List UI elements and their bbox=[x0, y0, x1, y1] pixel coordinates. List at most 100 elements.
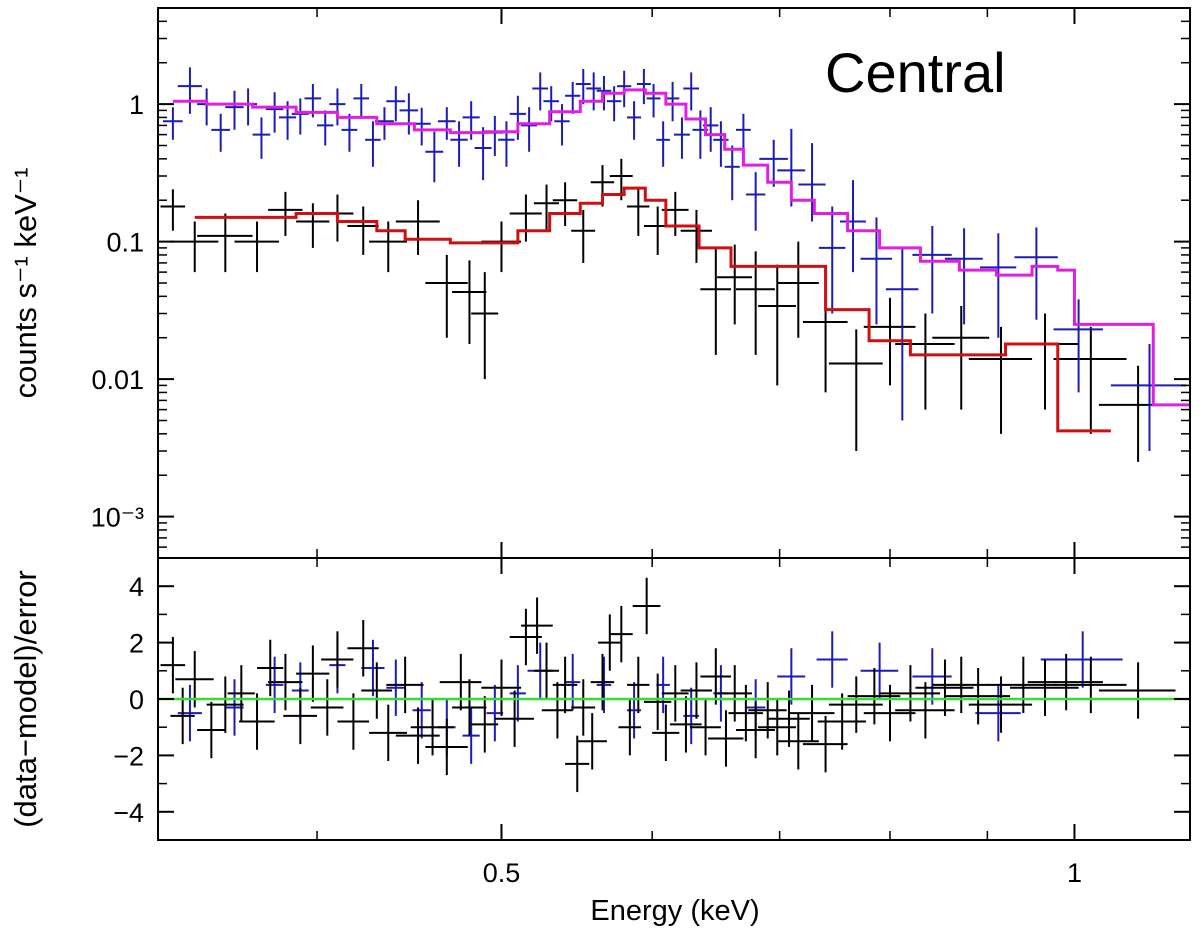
data-point bbox=[296, 645, 330, 702]
y-tick-label: 1 bbox=[129, 90, 144, 120]
data-point bbox=[329, 88, 346, 126]
data-point bbox=[450, 121, 468, 167]
data-point bbox=[509, 95, 526, 140]
data-point bbox=[177, 684, 202, 742]
data-point bbox=[689, 699, 721, 756]
data-point bbox=[632, 577, 661, 635]
data-point bbox=[609, 605, 633, 663]
data-point bbox=[481, 659, 522, 716]
data-point bbox=[683, 72, 700, 111]
spectrum-x-ticks bbox=[316, 8, 1076, 558]
data-point bbox=[860, 642, 899, 699]
data-point bbox=[239, 693, 275, 750]
data-point bbox=[160, 189, 186, 231]
data-point bbox=[265, 92, 284, 133]
data-point bbox=[197, 213, 253, 273]
data-point bbox=[828, 329, 883, 452]
data-point bbox=[361, 662, 393, 719]
y-tick-label: 0 bbox=[129, 685, 144, 715]
data-point bbox=[618, 699, 642, 756]
y-tick-label: 2 bbox=[129, 629, 144, 659]
data-point bbox=[646, 84, 661, 118]
data-point bbox=[932, 656, 990, 714]
model-curve bbox=[172, 88, 1189, 407]
data-point bbox=[225, 90, 244, 130]
y-tick-label: −4 bbox=[113, 798, 144, 828]
data-point bbox=[789, 684, 835, 742]
data-point bbox=[777, 241, 819, 338]
data-point bbox=[206, 676, 244, 733]
data-point bbox=[197, 88, 217, 126]
y-tick-label: 10⁻³ bbox=[91, 503, 144, 533]
data-point bbox=[1053, 656, 1127, 714]
data-point bbox=[474, 127, 492, 181]
data-point bbox=[652, 704, 680, 762]
x-tick-label: 1 bbox=[1067, 858, 1082, 888]
residual-panel: 420−2−4 0.5 1 (data−model)/error Energy (… bbox=[8, 557, 1191, 927]
data-point bbox=[425, 254, 468, 338]
data-point bbox=[680, 662, 712, 719]
x-tick-label: 0.5 bbox=[483, 858, 521, 888]
data-point bbox=[252, 117, 271, 159]
data-point bbox=[543, 86, 559, 122]
data-point bbox=[860, 217, 893, 325]
data-point bbox=[347, 620, 379, 677]
data-point bbox=[452, 260, 487, 345]
data-point bbox=[268, 191, 303, 236]
data-point bbox=[541, 682, 573, 739]
data-point bbox=[979, 233, 1017, 338]
data-point bbox=[915, 659, 974, 716]
data-point bbox=[310, 679, 344, 736]
data-point bbox=[932, 306, 990, 410]
data-point bbox=[724, 145, 740, 201]
data-point bbox=[1098, 365, 1176, 462]
data-point bbox=[565, 653, 581, 711]
data-point bbox=[1053, 326, 1127, 434]
y-tick-label: 0.1 bbox=[106, 228, 144, 258]
data-point bbox=[575, 69, 591, 105]
data-point bbox=[669, 696, 702, 753]
data-point bbox=[317, 110, 334, 146]
residual-y-ticks: 4 2 0 −2 −4 bbox=[113, 557, 1190, 841]
data-point bbox=[439, 653, 482, 711]
data-point bbox=[227, 665, 255, 722]
data-point bbox=[975, 684, 1021, 742]
data-point bbox=[1110, 344, 1187, 452]
data-point bbox=[839, 180, 866, 273]
data-point bbox=[571, 679, 596, 736]
data-point bbox=[170, 221, 219, 273]
data-point bbox=[1098, 662, 1176, 719]
data-point bbox=[1014, 227, 1058, 320]
data-point bbox=[386, 86, 406, 122]
data-point bbox=[365, 121, 381, 167]
data-point bbox=[412, 682, 431, 739]
data-point bbox=[481, 221, 522, 273]
data-point bbox=[1010, 313, 1079, 410]
data-point bbox=[735, 113, 751, 152]
data-point bbox=[452, 679, 487, 736]
data-point bbox=[521, 107, 538, 152]
data-point bbox=[944, 667, 1011, 725]
data-point bbox=[552, 656, 578, 714]
data-point bbox=[395, 200, 440, 255]
data-point bbox=[268, 653, 303, 711]
data-point bbox=[673, 117, 690, 159]
data-point bbox=[700, 248, 731, 355]
data-point bbox=[509, 194, 542, 242]
data-point bbox=[758, 264, 796, 386]
data-point bbox=[386, 659, 406, 716]
data-point bbox=[818, 206, 846, 314]
data-point bbox=[498, 121, 515, 167]
data-point bbox=[565, 735, 590, 793]
data-point bbox=[437, 107, 456, 140]
data-point bbox=[211, 113, 230, 152]
data-point bbox=[462, 707, 480, 764]
data-point bbox=[509, 665, 526, 722]
data-point bbox=[197, 701, 226, 759]
data-point bbox=[708, 710, 744, 767]
data-point bbox=[665, 81, 680, 122]
data-point bbox=[700, 648, 731, 705]
data-point bbox=[486, 115, 504, 156]
data-point bbox=[895, 313, 955, 410]
data-point bbox=[885, 247, 919, 421]
